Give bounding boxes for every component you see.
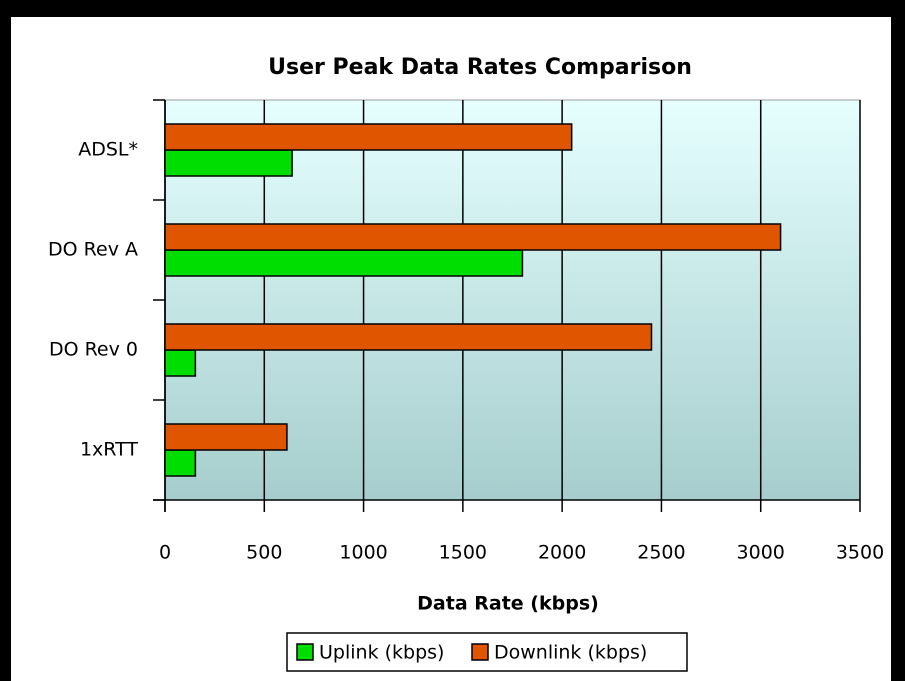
bar (164, 349, 197, 377)
bar (164, 123, 573, 151)
legend-swatch (296, 643, 314, 661)
x-tick-label: 3000 (737, 542, 785, 564)
bar (164, 449, 197, 477)
legend-swatch (471, 643, 489, 661)
bar (164, 423, 288, 451)
x-tick-label: 2000 (538, 542, 586, 564)
x-tick-label: 500 (246, 542, 282, 564)
x-tick-label: 2500 (637, 542, 685, 564)
y-tick-label: DO Rev A (48, 239, 138, 261)
legend-label: Uplink (kbps) (319, 642, 444, 664)
x-tick-label: 3500 (836, 542, 884, 564)
chart-title: User Peak Data Rates Comparison (268, 55, 692, 80)
y-tick-label: 1xRTT (80, 439, 138, 461)
y-tick-label: ADSL* (78, 139, 138, 161)
y-tick-label: DO Rev 0 (49, 339, 138, 361)
bar (164, 323, 653, 351)
legend-label: Downlink (kbps) (494, 642, 647, 664)
x-tick-label: 0 (159, 542, 171, 564)
x-axis-label: Data Rate (kbps) (417, 593, 599, 615)
bar (164, 223, 782, 251)
x-tick-label: 1000 (339, 542, 387, 564)
x-tick-label: 1500 (439, 542, 487, 564)
bar (164, 149, 293, 177)
bar (164, 249, 524, 277)
